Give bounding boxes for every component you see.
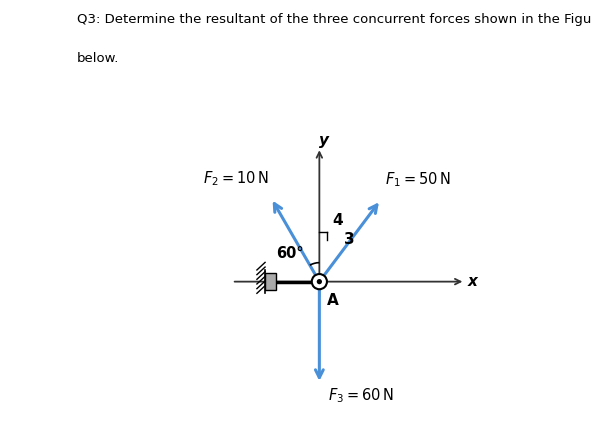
Text: x: x bbox=[467, 274, 477, 289]
Text: $F_1=50\,\mathrm{N}$: $F_1=50\,\mathrm{N}$ bbox=[385, 171, 451, 189]
Circle shape bbox=[312, 274, 327, 289]
Text: 60°: 60° bbox=[277, 246, 304, 261]
Text: $F_2=10\,\mathrm{N}$: $F_2=10\,\mathrm{N}$ bbox=[203, 169, 268, 188]
Text: below.: below. bbox=[77, 52, 119, 65]
Text: 3: 3 bbox=[344, 232, 355, 247]
Bar bbox=[265, 273, 275, 291]
Text: 4: 4 bbox=[332, 213, 343, 228]
Text: A: A bbox=[327, 293, 339, 308]
Text: Q3: Determine the resultant of the three concurrent forces shown in the Figure: Q3: Determine the resultant of the three… bbox=[77, 13, 591, 26]
Text: $F_3=60\,\mathrm{N}$: $F_3=60\,\mathrm{N}$ bbox=[327, 387, 393, 405]
Circle shape bbox=[317, 279, 322, 284]
Text: y: y bbox=[319, 133, 329, 148]
